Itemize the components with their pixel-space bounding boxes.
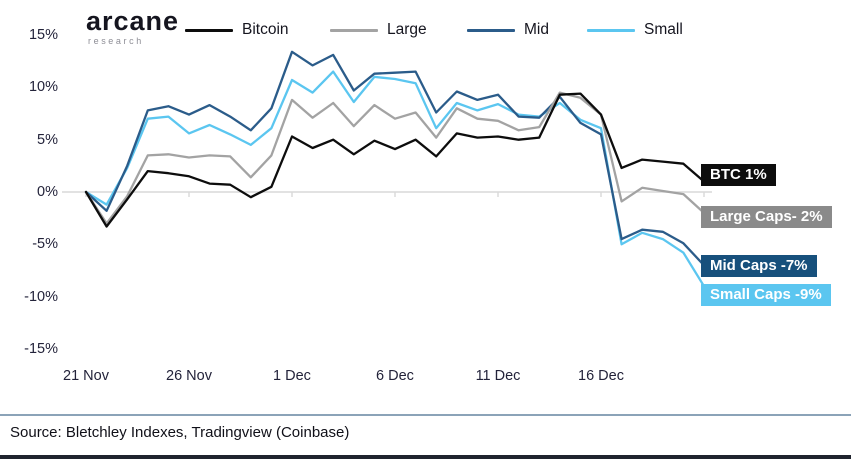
x-tick-label: 26 Nov: [166, 368, 212, 384]
legend-line-swatch: [467, 28, 515, 32]
x-tick-label: 16 Dec: [578, 368, 624, 384]
x-tick-label: 11 Dec: [475, 368, 521, 384]
legend-line-swatch: [330, 28, 378, 32]
bottom-border-bar: [0, 455, 851, 459]
y-tick-label: 0%: [37, 184, 58, 200]
x-tick-label: 6 Dec: [376, 368, 414, 384]
series-line-small: [84, 70, 706, 288]
y-tick-label: -10%: [24, 288, 58, 305]
logo-brand-text: arcane: [86, 6, 180, 36]
series-line-bitcoin: [84, 92, 706, 228]
x-tick-label: 21 Nov: [63, 368, 109, 384]
end-label-small: Small Caps -9%: [701, 284, 831, 306]
legend-item-large: Large: [330, 21, 427, 39]
y-tick-label: -5%: [32, 236, 58, 253]
source-divider-line: [0, 414, 851, 416]
end-label-btc: BTC 1%: [701, 164, 776, 186]
legend-item-mid: Mid: [467, 21, 549, 39]
legend-label: Mid: [524, 21, 549, 38]
series-line-mid: [84, 50, 706, 267]
legend-label: Small: [644, 21, 683, 38]
legend-line-swatch: [185, 28, 233, 32]
end-label-mid: Mid Caps -7%: [701, 255, 817, 277]
logo-sub-text: research: [88, 36, 144, 46]
end-label-large: Large Caps- 2%: [701, 206, 832, 228]
y-tick-label: -15%: [24, 340, 58, 357]
arcane-logo: arcane research: [86, 8, 179, 46]
legend-label: Bitcoin: [242, 21, 289, 38]
series-line-large: [84, 91, 706, 225]
y-tick-label: 15%: [28, 27, 58, 43]
y-tick-label: 5%: [37, 131, 58, 148]
x-tick-label: 1 Dec: [273, 368, 311, 384]
legend-label: Large: [387, 21, 427, 38]
source-attribution: Source: Bletchley Indexes, Tradingview (…: [10, 424, 350, 441]
legend-item-small: Small: [587, 21, 683, 39]
legend-line-swatch: [587, 28, 635, 32]
legend-item-bitcoin: Bitcoin: [185, 21, 289, 39]
y-tick-label: 10%: [28, 79, 58, 96]
